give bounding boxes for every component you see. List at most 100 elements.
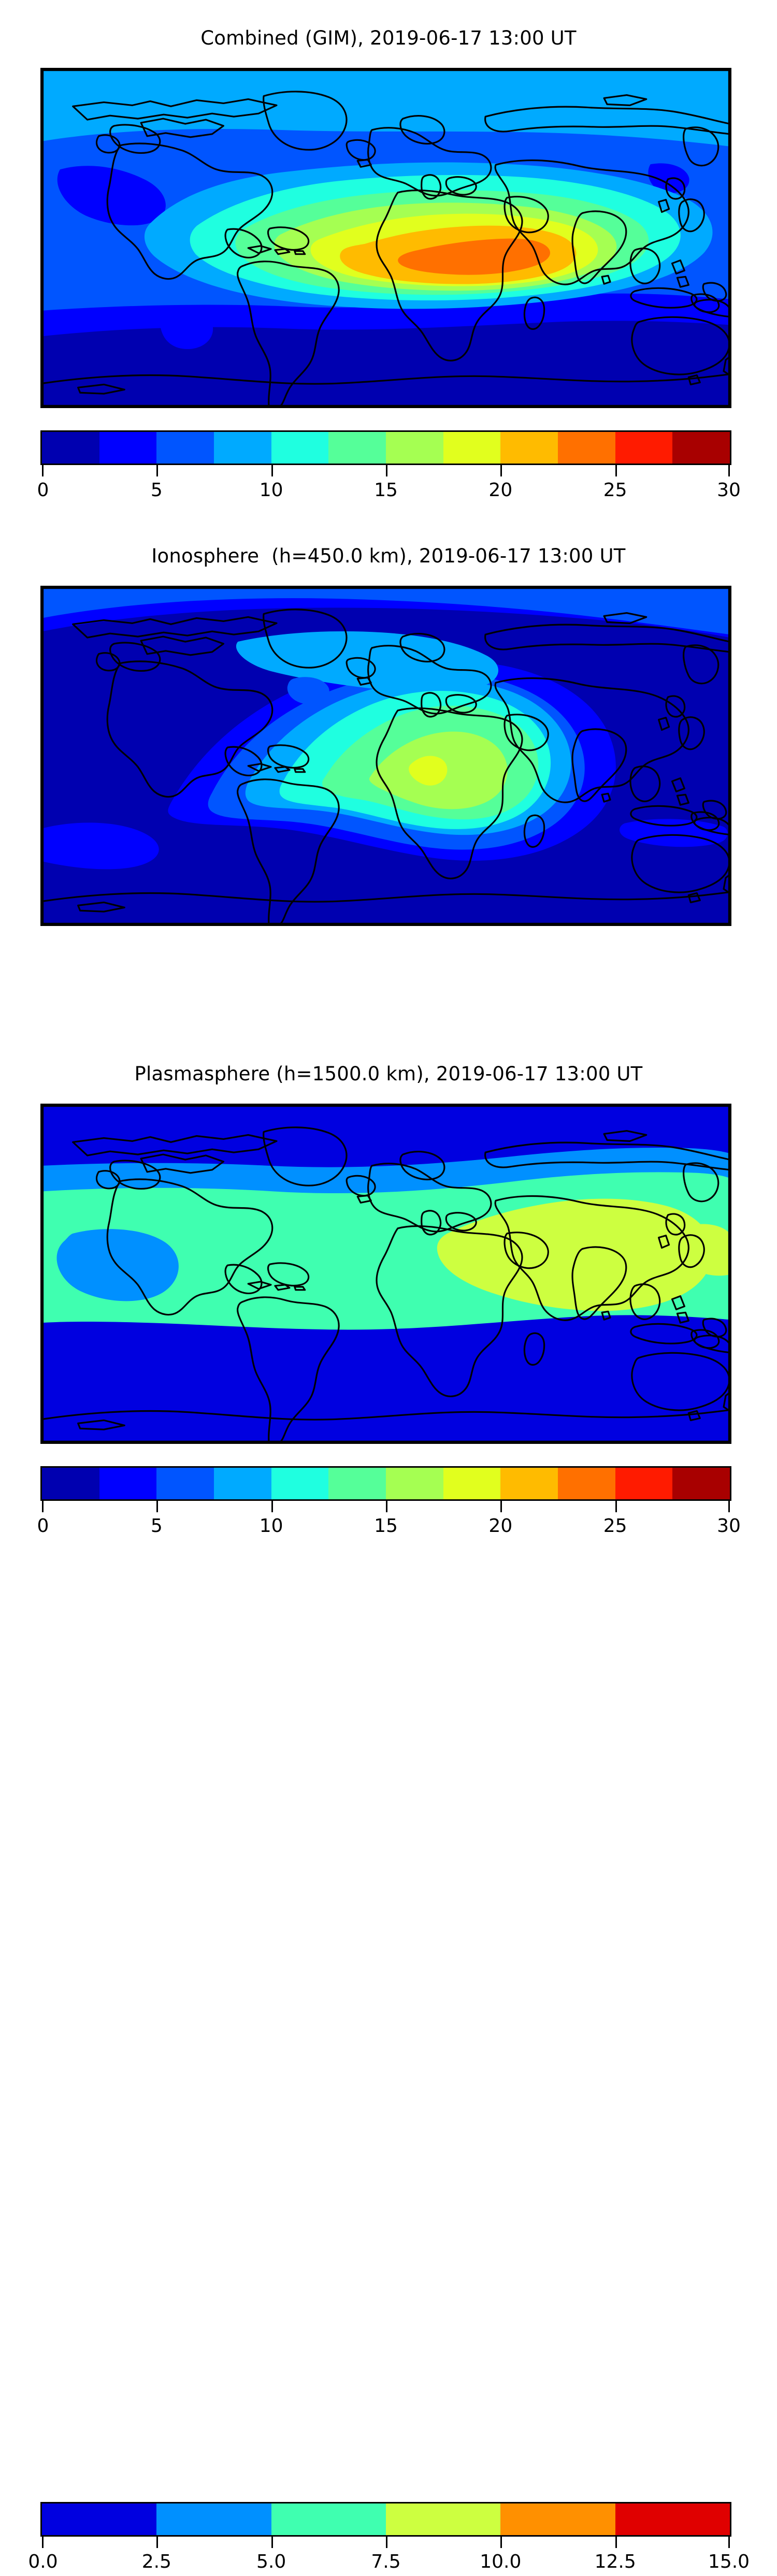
colorbar-swatch-9: [558, 1468, 615, 1499]
colorbar-swatch-8: [500, 432, 558, 464]
colorbar-swatch-2: [271, 2503, 386, 2535]
colorbar-tick-4: [500, 465, 502, 476]
colorbar-tick-4: [500, 1501, 502, 1512]
colorbar-swatch-5: [328, 1468, 386, 1499]
panel-combined-gim: Combined (GIM), 2019-06-17 13:00 UT: [0, 0, 777, 518]
colorbar-swatch-11: [672, 1468, 730, 1499]
contour-map-ionosphere: [42, 587, 730, 924]
colorbar-swatch-3: [385, 2503, 501, 2535]
colorbar-ionosphere: 0 5 10 15 20 25 30: [37, 1466, 741, 1540]
colorbar-swatch-4: [500, 2503, 615, 2535]
colorbar-tick-1: [156, 2537, 159, 2548]
map-axes-plasmasphere: [40, 1104, 731, 1444]
colorbar-swatch-7: [443, 432, 501, 464]
colorbar-tick-label-2: 10: [259, 480, 283, 501]
coastlines-ionosphere: [42, 609, 730, 924]
colorbar-tick-5: [615, 2537, 617, 2548]
colorbar-swatch-1: [99, 432, 157, 464]
map-axes-ionosphere: [40, 586, 731, 926]
colorbar-swatch-2: [156, 1468, 214, 1499]
colorbar-tick-label-4: 10.0: [480, 2551, 522, 2572]
colorbar-tick-1: [156, 1501, 159, 1512]
coastlines-combined: [42, 91, 730, 407]
colorbar-tick-label-5: 25: [603, 480, 627, 501]
colorbar-tick-6: [728, 465, 730, 476]
colorbar-tick-0: [42, 465, 44, 476]
colorbar-tick-3: [386, 1501, 387, 1512]
colorbar-swatch-10: [615, 432, 673, 464]
colorbar-tick-6: [728, 1501, 730, 1512]
colorbar-swatch-6: [386, 1468, 443, 1499]
colorbar-swatch-4: [271, 432, 329, 464]
colorbar-swatch-6: [386, 432, 443, 464]
colorbar-swatch-0: [42, 1468, 99, 1499]
colorbar-tick-0: [42, 2537, 44, 2548]
colorbar-swatch-7: [443, 1468, 501, 1499]
colorbar-labels-ionosphere: 0 5 10 15 20 25 30: [37, 1514, 741, 1540]
colorbar-tick-label-3: 7.5: [371, 2551, 401, 2572]
colorbar-tick-label-3: 15: [374, 1515, 398, 1537]
colorbar-tick-5: [615, 465, 617, 476]
colorbar-tick-label-0: 0.0: [28, 2551, 58, 2572]
colorbar-combined: 0 5 10 15 20 25 30: [37, 430, 741, 504]
colorbar-tick-label-0: 0: [37, 480, 49, 501]
colorbar-tick-label-5: 25: [603, 1515, 627, 1537]
colorbar-swatch-10: [615, 1468, 673, 1499]
colorbar-swatch-5: [328, 432, 386, 464]
contour-fills-plasmasphere: [42, 1105, 730, 1442]
colorbar-swatch-5: [615, 2503, 730, 2535]
coastlines-plasmasphere: [42, 1126, 730, 1442]
colorbar-labels-plasmasphere: 0.0 2.5 5.0 7.5 10.0 12.5 15.0: [28, 2550, 750, 2576]
panel-title-ionosphere: Ionosphere (h=450.0 km), 2019-06-17 13:0…: [151, 545, 626, 567]
colorbar-swatch-3: [214, 432, 271, 464]
colorbar-swatch-9: [558, 432, 615, 464]
contour-fills-ionosphere: [42, 587, 730, 924]
colorbar-tick-label-1: 5: [150, 1515, 163, 1537]
colorbar-swatch-1: [156, 2503, 271, 2535]
colorbar-swatch-2: [156, 432, 214, 464]
colorbar-swatch-11: [672, 432, 730, 464]
colorbar-tick-label-1: 5: [150, 480, 163, 501]
contour-fills-combined: [42, 69, 730, 407]
colorbar-tick-6: [728, 2537, 730, 2548]
colorbar-ticks-combined: [40, 465, 731, 479]
colorbar-swatch-1: [99, 1468, 157, 1499]
colorbar-tick-label-2: 5.0: [256, 2551, 286, 2572]
colorbar-swatch-4: [271, 1468, 329, 1499]
colorbar-labels-combined: 0 5 10 15 20 25 30: [37, 479, 741, 504]
panel-ionosphere: Ionosphere (h=450.0 km), 2019-06-17 13:0…: [0, 518, 777, 1537]
colorbar-tick-label-6: 15.0: [708, 2551, 750, 2572]
panel-title-plasmasphere: Plasmasphere (h=1500.0 km), 2019-06-17 1…: [134, 1063, 643, 1085]
colorbar-tick-3: [386, 465, 387, 476]
contour-map-plasmasphere: [42, 1105, 730, 1442]
colorbar-tick-label-6: 30: [717, 480, 741, 501]
colorbar-tick-5: [615, 1501, 617, 1512]
map-axes-combined: [40, 68, 731, 408]
colorbar-tick-label-6: 30: [717, 1515, 741, 1537]
colorbar-tick-2: [271, 2537, 273, 2548]
panel-plasmasphere: Plasmasphere (h=1500.0 km), 2019-06-17 1…: [0, 1036, 777, 2572]
colorbar-gradient-plasmasphere: [40, 2502, 731, 2537]
colorbar-tick-2: [271, 1501, 273, 1512]
panel-title-combined: Combined (GIM), 2019-06-17 13:00 UT: [200, 27, 577, 49]
colorbar-ticks-ionosphere: [40, 1501, 731, 1514]
colorbar-tick-2: [271, 465, 273, 476]
colorbar-swatch-0: [42, 2503, 157, 2535]
colorbar-tick-label-4: 20: [488, 480, 513, 501]
colorbar-tick-label-1: 2.5: [141, 2551, 171, 2572]
colorbar-tick-4: [500, 2537, 502, 2548]
colorbar-swatch-8: [500, 1468, 558, 1499]
colorbar-tick-3: [386, 2537, 387, 2548]
colorbar-tick-label-5: 12.5: [594, 2551, 636, 2572]
colorbar-tick-label-4: 20: [488, 1515, 513, 1537]
colorbar-tick-label-3: 15: [374, 480, 398, 501]
colorbar-swatch-3: [214, 1468, 271, 1499]
colorbar-tick-label-0: 0: [37, 1515, 49, 1537]
colorbar-gradient-combined: [40, 430, 731, 465]
colorbar-tick-0: [42, 1501, 44, 1512]
contour-map-combined: [42, 69, 730, 407]
colorbar-tick-label-2: 10: [259, 1515, 283, 1537]
colorbar-swatch-0: [42, 432, 99, 464]
colorbar-gradient-ionosphere: [40, 1466, 731, 1501]
